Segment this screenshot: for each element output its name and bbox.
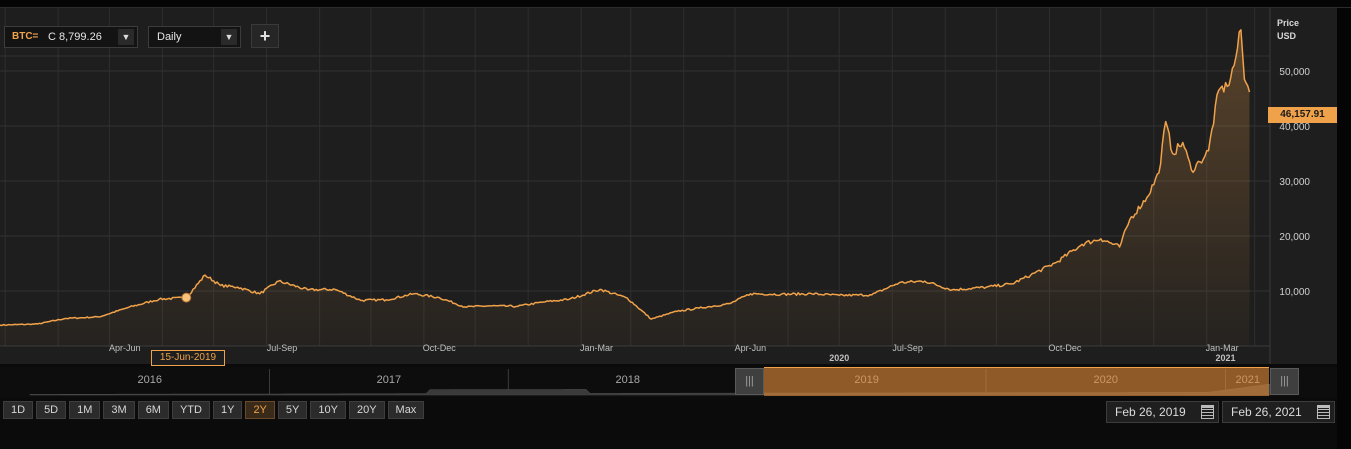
calendar-icon[interactable] bbox=[1317, 405, 1330, 419]
range-button-6m[interactable]: 6M bbox=[137, 401, 169, 419]
right-gutter bbox=[1337, 8, 1351, 449]
navigator-selection[interactable] bbox=[764, 367, 1269, 396]
y-tick-label: 10,000 bbox=[1279, 287, 1310, 298]
navigator-year-label: 2017 bbox=[377, 374, 401, 386]
price-line[interactable] bbox=[0, 29, 1251, 327]
range-button-5y[interactable]: 5Y bbox=[277, 401, 308, 419]
x-tick-label: Apr-Jun bbox=[109, 343, 141, 353]
chevron-down-icon[interactable]: ▼ bbox=[221, 29, 237, 45]
chevron-down-icon[interactable]: ▼ bbox=[118, 29, 134, 45]
range-navigator[interactable]: 201620172018201920202021 ||| ||| bbox=[0, 367, 1337, 397]
grip-icon: ||| bbox=[1280, 375, 1289, 387]
grip-icon: ||| bbox=[745, 375, 754, 387]
y-axis-title: Price USD bbox=[1277, 17, 1299, 43]
x-tick-label: Oct-Dec bbox=[1048, 343, 1082, 353]
range-button-5d[interactable]: 5D bbox=[36, 401, 67, 419]
x-year-label: 2021 bbox=[1216, 353, 1236, 363]
y-tick-label: 30,000 bbox=[1279, 177, 1310, 188]
plus-icon: + bbox=[259, 26, 271, 46]
range-button-1m[interactable]: 1M bbox=[69, 401, 101, 419]
price-chart[interactable]: 10,000 20,000 30,000 40,000 50,000 Jan-Mar Apr… bbox=[0, 8, 1337, 366]
y-tick-label: 20,000 bbox=[1279, 232, 1310, 243]
calendar-icon[interactable] bbox=[1201, 405, 1214, 419]
symbol-price: C 8,799.26 bbox=[48, 31, 102, 43]
y-axis-title-price: Price bbox=[1277, 18, 1300, 28]
symbol-select[interactable]: BTC= C 8,799.26 ▼ bbox=[4, 26, 138, 48]
y-tick-label: 40,000 bbox=[1279, 122, 1310, 133]
navigator-handle-left[interactable]: ||| bbox=[735, 368, 764, 395]
x-year-label: 2020 bbox=[829, 353, 849, 363]
navigator-year-label: 2018 bbox=[616, 374, 640, 386]
range-button-1d[interactable]: 1D bbox=[3, 401, 34, 419]
chart-canvas[interactable]: 10,000 20,000 30,000 40,000 50,000 Jan-Mar Apr… bbox=[0, 8, 1337, 364]
y-axis-title-currency: USD bbox=[1277, 31, 1297, 41]
last-price-badge: 46,157.91 bbox=[1268, 107, 1337, 123]
range-button-ytd[interactable]: YTD bbox=[171, 401, 210, 419]
x-tick-label: Jan-Mar bbox=[1206, 343, 1239, 353]
price-area bbox=[0, 29, 1250, 347]
x-tick-label: Jul-Sep bbox=[267, 343, 298, 353]
crosshair-marker[interactable] bbox=[181, 292, 192, 303]
range-button-3m[interactable]: 3M bbox=[103, 401, 135, 419]
y-tick-label: 50,000 bbox=[1279, 67, 1310, 78]
interval-select[interactable]: Daily ▼ bbox=[148, 26, 241, 48]
range-button-20y[interactable]: 20Y bbox=[348, 401, 385, 419]
add-study-button[interactable]: + bbox=[251, 24, 279, 48]
range-button-2y[interactable]: 2Y bbox=[245, 401, 275, 419]
x-tick-label: Apr-Jun bbox=[735, 343, 767, 353]
symbol-ric: BTC= bbox=[12, 31, 39, 42]
x-tick-label: Oct-Dec bbox=[423, 343, 457, 353]
range-button-1y[interactable]: 1Y bbox=[212, 401, 243, 419]
crosshair-date-label: 15-Jun-2019 bbox=[151, 350, 225, 366]
navigator-year-label: 2016 bbox=[138, 374, 162, 386]
start-date-field[interactable]: Feb 26, 2019 bbox=[1106, 401, 1219, 423]
top-strip bbox=[0, 0, 1351, 8]
x-tick-label: Jan-Mar bbox=[580, 343, 613, 353]
range-button-max[interactable]: Max bbox=[387, 401, 425, 419]
x-tick-label: Jul-Sep bbox=[892, 343, 923, 353]
end-date-value: Feb 26, 2021 bbox=[1231, 405, 1302, 419]
navigator-handle-right[interactable]: ||| bbox=[1270, 368, 1299, 395]
end-date-field[interactable]: Feb 26, 2021 bbox=[1222, 401, 1335, 423]
range-button-10y[interactable]: 10Y bbox=[310, 401, 346, 419]
start-date-value: Feb 26, 2019 bbox=[1115, 405, 1186, 419]
interval-value: Daily bbox=[157, 31, 182, 43]
range-button-group: 1D 5D 1M 3M 6M YTD 1Y 2Y 5Y 10Y 20Y Max bbox=[3, 401, 425, 419]
